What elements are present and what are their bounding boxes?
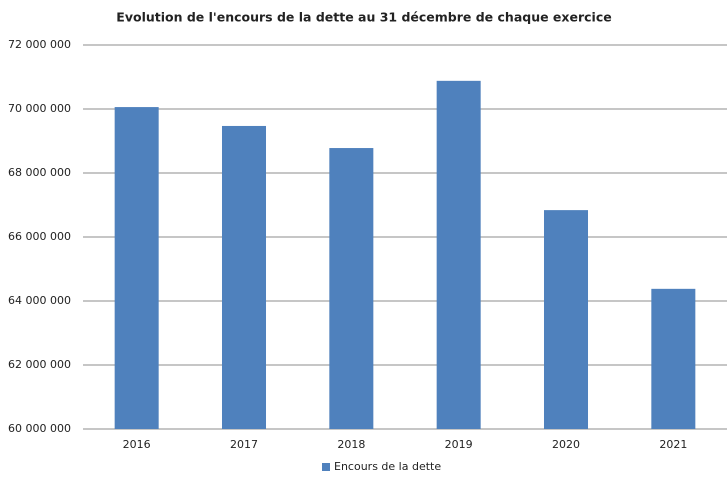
y-tick-label: 62 000 000 (8, 358, 71, 371)
legend-label: Encours de la dette (334, 460, 441, 473)
y-tick-label: 68 000 000 (8, 166, 71, 179)
bar (543, 210, 589, 429)
y-tick-label: 60 000 000 (8, 422, 71, 435)
bar (329, 148, 374, 430)
chart-title: Evolution de l'encours de la dette au 31… (116, 10, 611, 25)
x-tick-label: 2021 (659, 438, 687, 451)
bar (436, 80, 481, 429)
bar (651, 288, 696, 429)
x-tick-label: 2020 (552, 438, 580, 451)
y-tick-label: 70 000 000 (8, 102, 71, 115)
legend-swatch (322, 463, 330, 471)
y-tick-label: 66 000 000 (8, 230, 71, 243)
bar (114, 107, 159, 429)
x-tick-label: 2018 (337, 438, 365, 451)
y-tick-label: 64 000 000 (8, 294, 71, 307)
x-tick-label: 2019 (445, 438, 473, 451)
bar (221, 125, 267, 430)
x-tick-label: 2017 (230, 438, 258, 451)
y-tick-label: 72 000 000 (8, 38, 71, 51)
x-tick-label: 2016 (123, 438, 151, 451)
